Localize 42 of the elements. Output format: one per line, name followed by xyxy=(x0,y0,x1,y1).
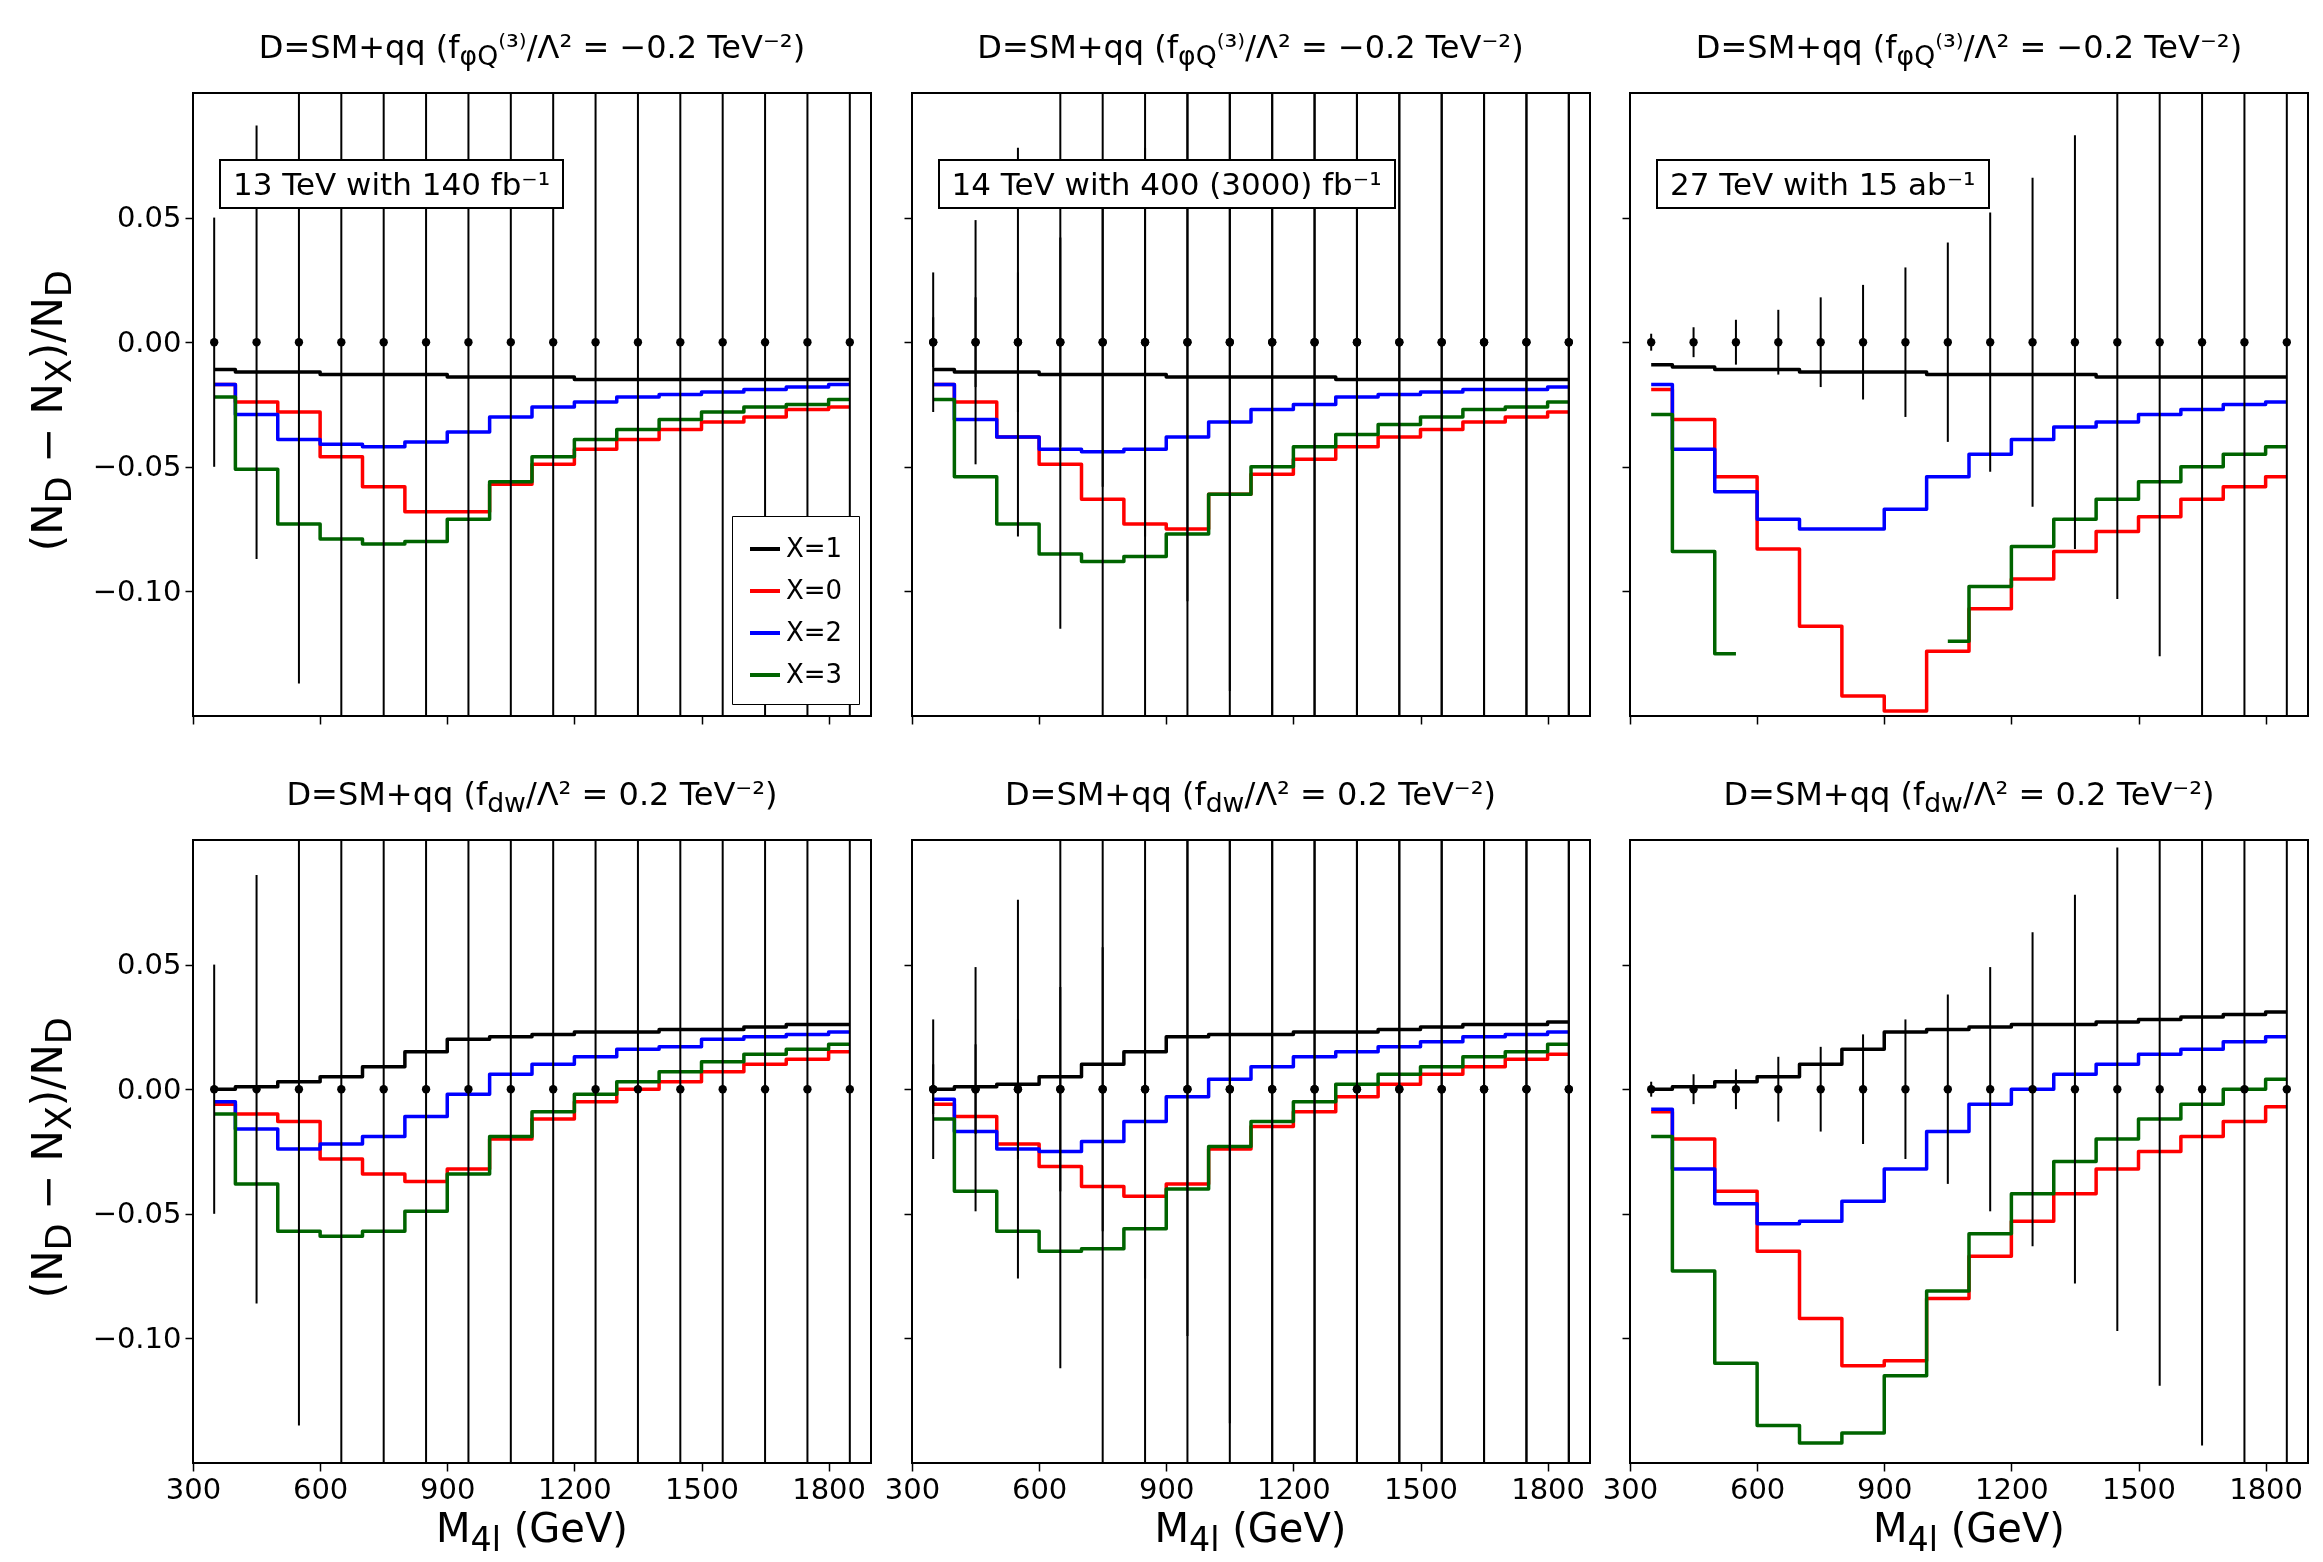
y-tick-label: 0.00 xyxy=(116,324,182,359)
x-axis-title: M$_{4l}$ (GeV) xyxy=(1872,1505,2066,1561)
y-tick-label: 0.05 xyxy=(116,947,182,982)
legend-label: X=3 xyxy=(786,659,843,689)
x-tick-label: 1500 xyxy=(2102,1471,2176,1506)
x-tick-label: 300 xyxy=(165,1471,222,1506)
x-tick-label: 1200 xyxy=(537,1471,612,1506)
legend-label: X=2 xyxy=(786,617,843,647)
annotation: 13 TeV with 140 fb⁻¹ xyxy=(219,159,565,209)
x-tick-label: 900 xyxy=(1138,1471,1194,1506)
x-tick-label: 1800 xyxy=(792,1471,867,1506)
x-tick-label: 600 xyxy=(1011,1471,1067,1506)
x-tick-label: 600 xyxy=(1729,1471,1786,1506)
y-tick-label: 0.00 xyxy=(116,1071,182,1106)
legend-label: X=0 xyxy=(786,575,843,605)
x-tick-label: 900 xyxy=(1857,1471,1913,1506)
annotation: 14 TeV with 400 (3000) fb⁻¹ xyxy=(937,159,1396,209)
chart-title: D=SM+qq (f$_{dw}$/Λ² = 0.2 TeV⁻²) xyxy=(285,774,779,821)
legend-label: X=1 xyxy=(786,533,843,563)
y-tick-label: −0.10 xyxy=(92,1320,182,1355)
y-tick-label: −0.05 xyxy=(92,1196,182,1231)
chart-title: D=SM+qq (f$_{dw}$/Λ² = 0.2 TeV⁻²) xyxy=(1722,774,2216,821)
chart-title: D=SM+qq (f$_{φQ}$⁽³⁾/Λ² = −0.2 TeV⁻²) xyxy=(1694,27,2244,74)
x-tick-label: 1800 xyxy=(1510,1471,1585,1506)
x-tick-label: 300 xyxy=(884,1471,940,1506)
y-tick-label: −0.05 xyxy=(92,449,182,484)
annotation: 27 TeV with 15 ab⁻¹ xyxy=(1656,159,1990,209)
x-tick-label: 600 xyxy=(292,1471,349,1506)
x-tick-label: 1500 xyxy=(665,1471,739,1506)
y-tick-label: 0.05 xyxy=(116,200,182,235)
x-tick-label: 1800 xyxy=(2229,1471,2304,1506)
chart-title: D=SM+qq (f$_{dw}$/Λ² = 0.2 TeV⁻²) xyxy=(1003,774,1498,821)
x-axis-title: M$_{4l}$ (GeV) xyxy=(435,1505,629,1561)
x-tick-label: 1500 xyxy=(1383,1471,1458,1506)
chart-title: D=SM+qq (f$_{φQ}$⁽³⁾/Λ² = −0.2 TeV⁻²) xyxy=(257,27,807,74)
x-tick-label: 300 xyxy=(1602,1471,1659,1506)
x-tick-label: 1200 xyxy=(1256,1471,1331,1506)
x-tick-label: 1200 xyxy=(1974,1471,2049,1506)
chart-title: D=SM+qq (f$_{φQ}$⁽³⁾/Λ² = −0.2 TeV⁻²) xyxy=(976,27,1525,74)
y-tick-label: −0.10 xyxy=(92,573,182,608)
x-axis-title: M$_{4l}$ (GeV) xyxy=(1153,1505,1348,1561)
x-tick-label: 900 xyxy=(420,1471,476,1506)
